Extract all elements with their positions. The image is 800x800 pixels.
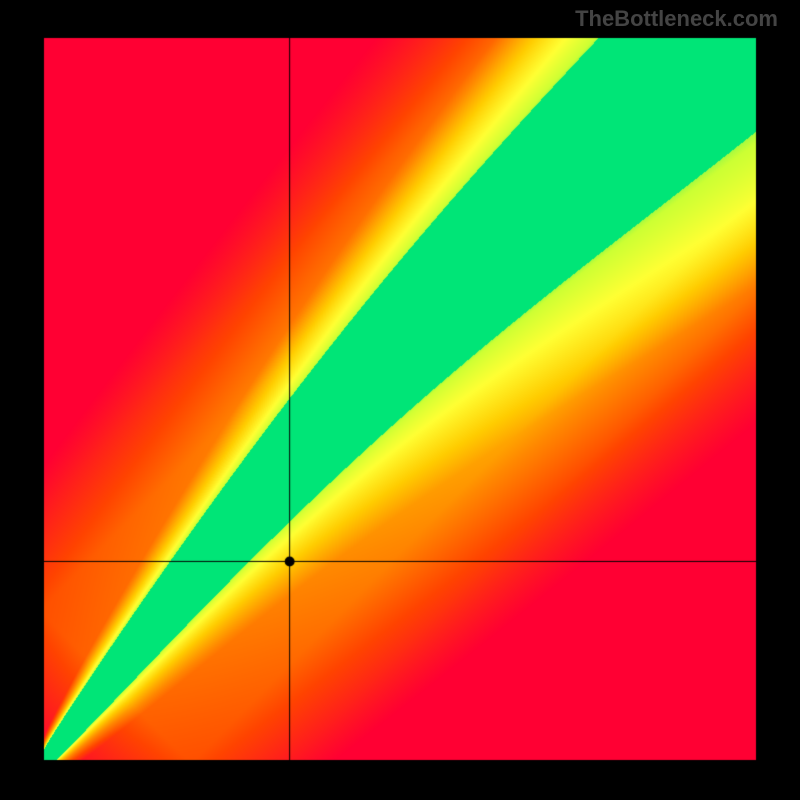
chart-container: TheBottleneck.com [0,0,800,800]
watermark-text: TheBottleneck.com [575,6,778,32]
bottleneck-heatmap [0,0,800,800]
